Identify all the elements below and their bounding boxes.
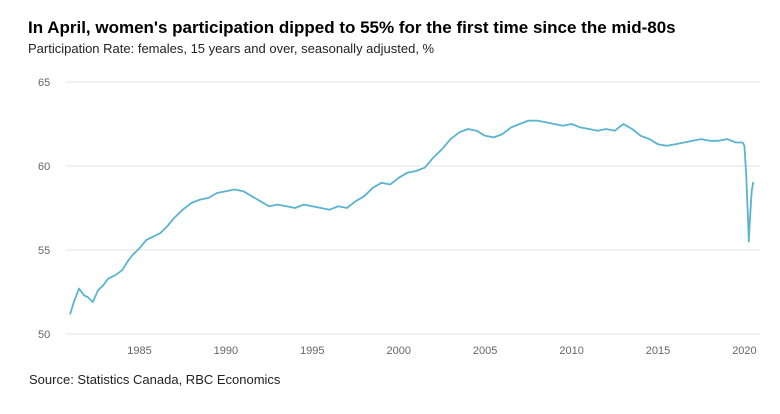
y-tick-label: 50	[38, 329, 50, 341]
series-line-0	[69, 119, 754, 315]
gridlines	[66, 81, 760, 335]
y-axis-tick-labels: 50 55 60 65	[38, 77, 50, 341]
y-tick-label: 65	[38, 77, 50, 89]
x-tick-label: 2015	[646, 345, 670, 357]
x-tick-label: 2005	[473, 345, 497, 357]
x-tick-label: 2010	[559, 345, 583, 357]
y-tick-label: 60	[38, 161, 50, 173]
chart-title: In April, women's participation dipped t…	[28, 18, 676, 37]
x-tick-label: 1995	[300, 345, 324, 357]
x-tick-label: 1985	[127, 345, 151, 357]
x-tick-label: 1990	[214, 345, 238, 357]
x-tick-label: 2000	[386, 345, 410, 357]
x-tick-label: 2020	[732, 345, 756, 357]
y-tick-label: 55	[38, 245, 50, 257]
chart-subtitle: Participation Rate: females, 15 years an…	[28, 41, 435, 56]
chart-source-note: Source: Statistics Canada, RBC Economics	[29, 372, 281, 387]
series-layer	[69, 119, 754, 315]
x-axis-tick-labels: 1985 1990 1995 2000 2005 2010 2015 2020	[127, 345, 756, 357]
